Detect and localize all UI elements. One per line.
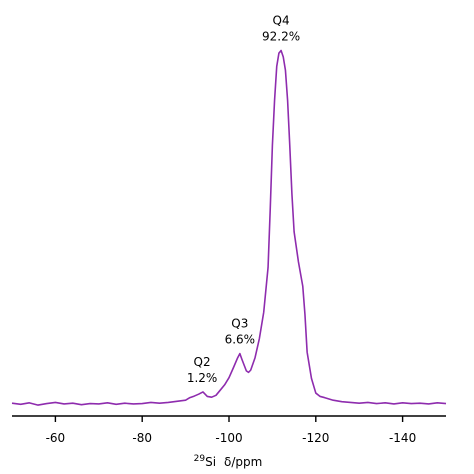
peak-percentage: 6.6% bbox=[225, 333, 256, 347]
plot-area bbox=[11, 49, 447, 406]
peak-percentage: 1.2% bbox=[187, 371, 218, 385]
peak-label: Q2 bbox=[194, 355, 211, 369]
peak-percentage: 92.2% bbox=[262, 30, 300, 44]
x-tick-label: -120 bbox=[302, 431, 329, 445]
peak-label: Q4 bbox=[273, 14, 290, 28]
x-axis-label: 29Si δ/ppm bbox=[194, 454, 263, 469]
x-axis-label-quantity: δ/ppm bbox=[224, 455, 262, 469]
peak-annotations: Q4 92.2% Q3 6.6% Q2 1.2% bbox=[187, 14, 300, 385]
x-tick-label: -60 bbox=[46, 431, 66, 445]
x-axis-label-isotope: 29 bbox=[194, 454, 206, 464]
spectrum-line bbox=[11, 49, 447, 406]
x-axis-label-nucleus: Si bbox=[205, 455, 216, 469]
x-axis-ticks: -60 -80 -100 -120 -140 bbox=[46, 416, 416, 445]
peak-label: Q3 bbox=[231, 317, 248, 331]
x-tick-label: -80 bbox=[132, 431, 152, 445]
x-tick-label: -140 bbox=[389, 431, 416, 445]
x-tick-label: -100 bbox=[215, 431, 242, 445]
